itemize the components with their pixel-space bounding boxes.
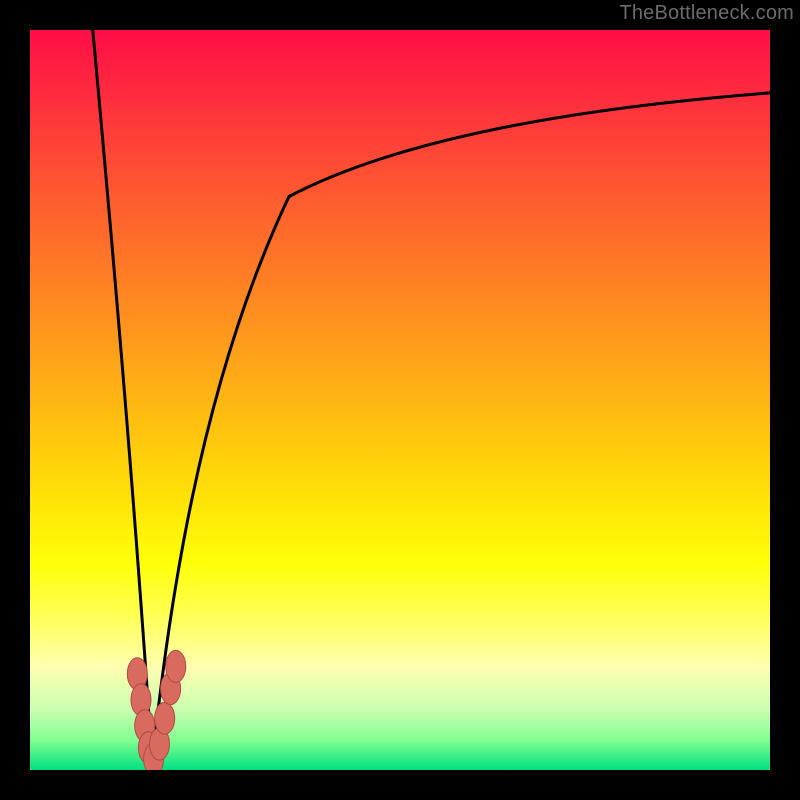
marker-point [155,702,175,734]
bottleneck-chart [0,0,800,800]
watermark-text: TheBottleneck.com [619,2,794,25]
marker-point [166,650,186,682]
